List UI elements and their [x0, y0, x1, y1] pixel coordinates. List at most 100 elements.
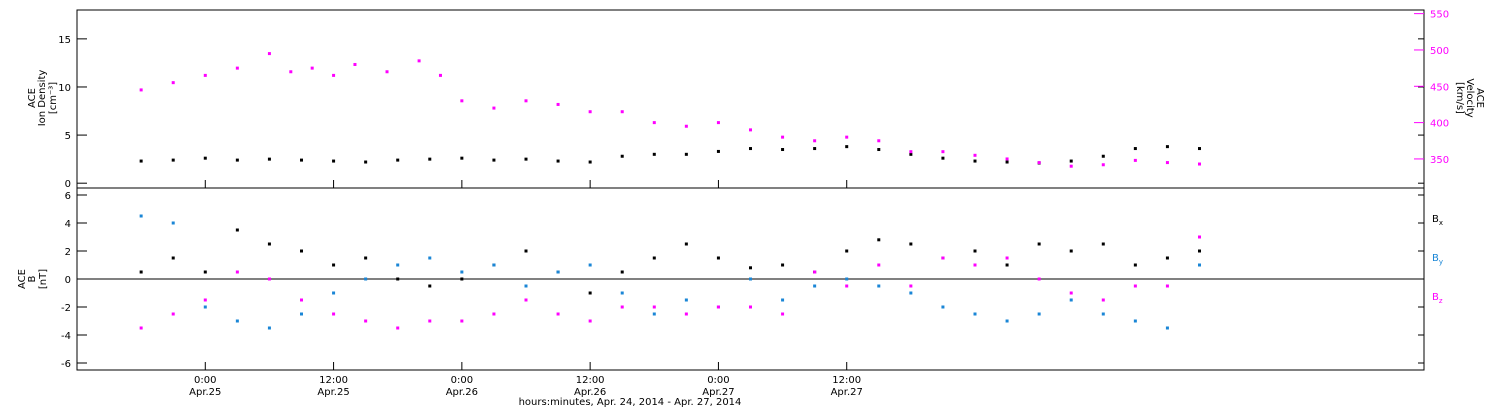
bx-point-24: [909, 242, 913, 246]
by-point-2: [203, 305, 207, 309]
by-point-4: [267, 326, 271, 330]
velocity-point-21: [749, 128, 752, 132]
bz-point-12: [524, 298, 528, 302]
by-point-30: [1101, 312, 1105, 316]
bz-point-10: [460, 319, 464, 323]
bottom-ylabel-line2: B: [27, 275, 38, 282]
bz-point-1: [171, 312, 175, 316]
density-point-27: [1005, 160, 1009, 164]
by-point-19: [749, 277, 752, 281]
bz-point-29: [1069, 291, 1073, 295]
by-point-26: [973, 312, 977, 316]
velocity-point-14: [524, 99, 528, 103]
by-point-25: [941, 305, 945, 309]
density-point-1: [171, 158, 175, 162]
top-right-ylabel-line1: ACE: [1474, 88, 1485, 108]
bx-point-20: [781, 263, 785, 267]
velocity-point-16: [588, 110, 592, 114]
velocity-point-9: [385, 70, 389, 74]
velocity-point-8: [353, 62, 357, 66]
top-right-tick-label-0: 350: [1430, 155, 1449, 166]
by-point-32: [1165, 326, 1169, 330]
bz-point-22: [845, 284, 849, 288]
x-tick-date-5: Apr.27: [831, 387, 863, 398]
bx-point-27: [1005, 263, 1009, 267]
bz-point-14: [588, 319, 592, 323]
density-point-31: [1133, 147, 1137, 151]
by-point-28: [1037, 312, 1041, 316]
density-point-16: [652, 152, 656, 156]
top-left-ylabel-line2: Ion Density: [37, 70, 48, 127]
by-point-13: [556, 270, 560, 274]
bz-point-30: [1101, 298, 1105, 302]
bx-point-23: [877, 238, 881, 242]
velocity-point-13: [492, 106, 496, 110]
bx-point-19: [749, 266, 752, 270]
top-left-ylabel-line1: ACE: [27, 88, 38, 108]
by-point-31: [1133, 319, 1137, 323]
x-tick-time-5: 12:00: [832, 375, 861, 386]
legend-bx: Bx: [1432, 214, 1443, 227]
velocity-point-11: [438, 73, 442, 77]
velocity-point-5: [289, 70, 293, 74]
bx-point-9: [428, 284, 432, 288]
by-point-27: [1005, 319, 1009, 323]
bx-point-3: [235, 228, 239, 232]
bx-point-33: [1198, 249, 1201, 253]
velocity-point-30: [1037, 161, 1041, 165]
density-point-5: [300, 158, 303, 162]
bottom-tick-label-6: 6: [65, 191, 71, 202]
bx-point-2: [203, 270, 207, 274]
velocity-point-0: [139, 88, 143, 92]
velocity-point-35: [1198, 162, 1201, 166]
bx-point-1: [171, 256, 175, 260]
bz-point-16: [652, 305, 656, 309]
bx-point-26: [973, 249, 977, 253]
bz-point-33: [1198, 235, 1201, 239]
velocity-point-20: [716, 121, 720, 125]
density-point-33: [1198, 147, 1201, 151]
bz-point-4: [267, 277, 271, 281]
legend: Bx By Bz: [1432, 214, 1443, 305]
top-left-tick-label-2: 10: [58, 83, 71, 94]
top-right-tick-label-2: 450: [1430, 82, 1449, 93]
density-point-32: [1165, 145, 1169, 149]
x-tick-date-4: Apr.27: [702, 387, 734, 398]
velocity-point-17: [620, 110, 624, 114]
velocity-point-26: [909, 150, 913, 154]
velocity-point-25: [877, 139, 881, 143]
by-point-21: [813, 284, 817, 288]
density-point-18: [716, 149, 720, 153]
velocity-point-2: [203, 73, 207, 77]
bz-point-2: [203, 298, 207, 302]
by-point-29: [1069, 298, 1073, 302]
x-tick-date-2: Apr.26: [446, 387, 478, 398]
bz-point-18: [716, 305, 720, 309]
top-right-ylabel-line2: Velocity: [1464, 78, 1475, 117]
bx-point-5: [300, 249, 303, 253]
by-point-9: [428, 256, 432, 260]
by-point-14: [588, 263, 592, 267]
bx-point-12: [524, 249, 528, 253]
bottom-tick-label-2: -2: [61, 303, 71, 314]
density-point-12: [524, 157, 528, 161]
x-tick-time-0: 0:00: [194, 375, 216, 386]
top-left-tick-label-3: 15: [58, 35, 71, 46]
by-point-10: [460, 270, 464, 274]
top-right-tick-label-4: 550: [1430, 10, 1449, 21]
density-point-10: [460, 156, 464, 160]
bz-point-9: [428, 319, 432, 323]
bz-point-0: [139, 326, 143, 330]
density-point-15: [620, 154, 624, 158]
density-point-19: [749, 147, 752, 151]
top-right-ylabel-line3: [km/s]: [1454, 82, 1465, 114]
bx-point-7: [364, 256, 368, 260]
density-point-30: [1101, 154, 1105, 158]
velocity-point-33: [1133, 158, 1137, 162]
velocity-point-22: [781, 135, 785, 139]
density-point-7: [364, 160, 368, 164]
density-point-4: [267, 157, 271, 161]
density-point-29: [1069, 159, 1073, 163]
bz-point-28: [1037, 277, 1041, 281]
bottom-tick-label-1: -4: [61, 331, 71, 342]
